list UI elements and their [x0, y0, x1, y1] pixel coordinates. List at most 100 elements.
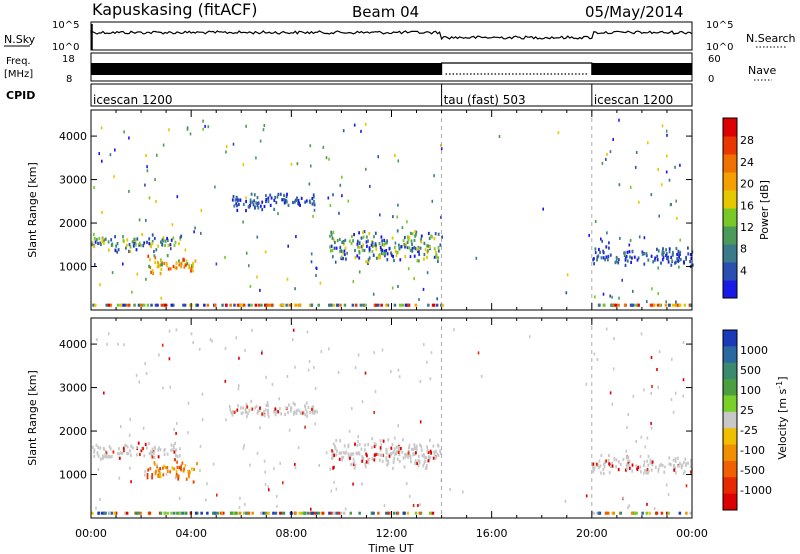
scatter-cell — [439, 451, 442, 455]
freq-bottom: 8 — [66, 74, 72, 85]
scatter-cell — [334, 240, 336, 245]
scatter-cell — [270, 196, 273, 200]
scatter-cell — [605, 459, 608, 463]
scatter-cell — [661, 124, 664, 128]
scatter-cell — [207, 125, 210, 129]
nave-bottom: 0 — [708, 74, 714, 85]
scatter-cell — [267, 200, 270, 204]
scatter-cell — [390, 253, 393, 257]
scatter-cell — [187, 401, 190, 405]
scatter-cell — [381, 248, 383, 252]
scatter-cell — [238, 506, 241, 509]
scatter-cell — [126, 451, 128, 456]
scatter-cell — [622, 496, 625, 500]
scatter-cell — [676, 257, 678, 261]
scatter-cell — [200, 209, 203, 212]
scatter-cell — [333, 453, 336, 457]
scatter-cell — [659, 303, 662, 307]
scatter-cell — [690, 459, 692, 463]
scatter-cell — [352, 457, 355, 461]
scatter-cell — [618, 183, 621, 187]
scatter-cell — [186, 127, 189, 131]
scatter-cell — [424, 466, 427, 470]
scatter-cell — [420, 240, 423, 244]
scatter-cell — [597, 254, 600, 258]
scatter-cell — [427, 459, 430, 463]
scatter-cell — [398, 375, 401, 379]
scatter-cell — [381, 459, 384, 463]
scatter-cell — [285, 303, 288, 307]
scatter-cell — [650, 421, 652, 425]
scatter-cell — [398, 448, 401, 453]
scatter-cell — [331, 255, 334, 259]
scatter-cell — [388, 246, 391, 250]
scatter-cell — [663, 470, 666, 474]
scatter-cell — [379, 245, 382, 249]
scatter-cell — [162, 236, 165, 240]
scatter-cell — [368, 457, 371, 461]
scatter-cell — [682, 340, 685, 344]
scatter-cell — [330, 303, 333, 307]
scatter-cell — [358, 231, 360, 235]
power-colorbar-label: Power [dB] — [758, 180, 771, 240]
scatter-cell — [657, 469, 660, 473]
scatter-cell — [384, 254, 386, 258]
scatter-cell — [374, 243, 377, 247]
scatter-cell — [358, 242, 361, 246]
scatter-cell — [379, 446, 382, 450]
colorbar-segment — [723, 172, 737, 191]
nsky-bottom: 10^0 — [52, 42, 79, 53]
scatter-cell — [153, 250, 155, 253]
scatter-cell — [261, 208, 264, 212]
scatter-cell — [172, 303, 175, 307]
scatter-cell — [394, 154, 396, 157]
scatter-cell — [125, 511, 129, 515]
scatter-cell — [104, 452, 107, 456]
scatter-cell — [312, 195, 315, 199]
scatter-cell — [283, 193, 285, 198]
scatter-cell — [123, 343, 125, 347]
scatter-cell — [639, 454, 642, 459]
scatter-cell — [175, 448, 178, 452]
scatter-cell — [332, 303, 336, 307]
scatter-cell — [268, 488, 270, 492]
scatter-cell — [423, 252, 426, 257]
scatter-cell — [274, 511, 278, 515]
freq-top: 18 — [62, 54, 75, 65]
scatter-cell — [139, 452, 141, 457]
scatter-cell — [180, 464, 183, 468]
scatter-cell — [242, 202, 245, 206]
scatter-cell — [159, 448, 162, 452]
scatter-cell — [179, 447, 181, 451]
freq-fast-segment — [440, 62, 593, 75]
scatter-cell — [414, 246, 417, 250]
scatter-cell — [184, 511, 188, 515]
scatter-cell — [166, 466, 169, 470]
scatter-cell — [398, 459, 401, 464]
scatter-cell — [650, 468, 653, 472]
scatter-cell — [304, 404, 307, 408]
scatter-cell — [94, 240, 97, 244]
colorbar-segment — [723, 330, 737, 347]
scatter-cell — [304, 407, 307, 411]
scatter-cell — [160, 296, 162, 300]
scatter-cell — [181, 461, 184, 465]
scatter-cell — [299, 203, 301, 207]
scatter-cell — [132, 244, 135, 248]
scatter-cell — [243, 444, 245, 447]
scatter-cell — [315, 274, 317, 277]
scatter-cell — [92, 232, 95, 236]
scatter-cell — [160, 259, 162, 263]
scatter-cell — [345, 257, 347, 261]
scatter-cell — [162, 473, 165, 477]
scatter-cell — [674, 303, 677, 307]
scatter-cell — [676, 216, 678, 220]
scatter-cell — [600, 453, 603, 458]
scatter-cell — [333, 238, 335, 242]
scatter-cell — [101, 240, 104, 244]
scatter-cell — [205, 498, 207, 502]
scatter-cell — [598, 247, 600, 252]
scatter-cell — [116, 242, 119, 246]
scatter-cell — [147, 254, 150, 258]
scatter-cell — [395, 452, 397, 456]
